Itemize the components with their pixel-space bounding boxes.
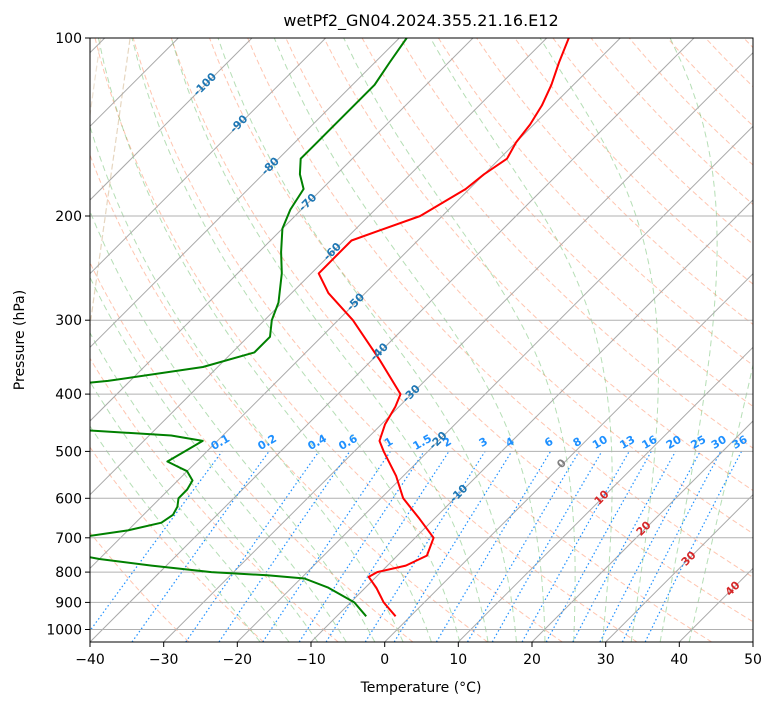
x-tick-label: 20: [523, 652, 541, 668]
isotherm-line: [384, 272, 753, 642]
y-tick-label: 300: [55, 313, 82, 329]
moist-adiabat: [90, 380, 290, 642]
plot-frame: [89, 37, 754, 643]
dry-adiabat: [90, 531, 190, 642]
dry-adiabat: [399, 38, 753, 408]
dry-adiabat: [170, 38, 712, 642]
moist-adiabat: [343, 38, 576, 642]
x-tick-label: −20: [223, 652, 253, 668]
mixing-ratio-line: [644, 451, 743, 642]
isotherm-line: [605, 493, 753, 642]
x-tick-label: 10: [449, 652, 467, 668]
temperature-profile: [317, 38, 570, 617]
mixing-ratio-line: [298, 451, 425, 642]
x-axis: −40 −30 −20 −10 0 10 20 30 40 50: [75, 642, 762, 668]
isotherm-line: [90, 38, 548, 496]
isotherm-line: [90, 38, 327, 275]
isotherm-line: [457, 346, 753, 642]
y-tick-label: 800: [55, 565, 82, 581]
x-tick-label: −10: [296, 652, 326, 668]
mixing-ratio-line: [621, 451, 722, 642]
moist-adiabat: [90, 425, 261, 642]
x-tick-label: 40: [670, 652, 688, 668]
y-tick-label: 100: [55, 31, 82, 47]
x-tick-label: 50: [744, 652, 762, 668]
sounding-profiles: [90, 38, 570, 617]
dry-adiabat: [90, 261, 414, 642]
dry-adiabat: [285, 38, 753, 535]
mixing-ratio-line: [218, 451, 351, 642]
y-tick-label: 900: [55, 595, 82, 611]
moist-adiabat: [429, 38, 613, 642]
y-axis-title: Pressure (hPa): [12, 290, 28, 390]
reference-curve: [90, 38, 131, 331]
moist-adiabat: [273, 38, 546, 642]
mixing-ratio-line: [572, 451, 677, 642]
dry-adiabat: [437, 38, 753, 366]
isotherm-line: [531, 420, 753, 642]
moist-adiabat: [217, 38, 517, 642]
moist-adiabat: [90, 276, 347, 642]
x-tick-label: 0: [380, 652, 389, 668]
isotherm-line: [90, 38, 253, 201]
isotherm-line: [310, 199, 753, 642]
isotherm-line: [90, 38, 474, 422]
y-tick-label: 200: [55, 209, 82, 225]
chart-title: wetPf2_GN04.2024.355.21.16.E12: [283, 11, 558, 31]
dry-adiabat: [94, 38, 563, 642]
y-tick-label: 500: [55, 444, 82, 460]
y-tick-label: 700: [55, 531, 82, 547]
mixing-ratio-line: [262, 451, 391, 642]
isotherm-line: [163, 51, 753, 642]
dry-adiabat: [132, 38, 638, 642]
dry-adiabat: [247, 38, 753, 578]
mixing-ratio-line: [521, 451, 630, 642]
moist-adiabat: [539, 38, 659, 642]
dry-adiabat: [323, 38, 753, 492]
isotherm-line: [90, 38, 400, 349]
x-tick-label: 30: [597, 652, 615, 668]
moist-adiabat: [688, 362, 753, 642]
x-tick-label: −30: [149, 652, 179, 668]
moist-adiabat: [90, 124, 404, 642]
dry-adiabat: [590, 38, 753, 206]
y-tick-label: 600: [55, 491, 82, 507]
mixing-ratio-line: [185, 451, 320, 642]
x-axis-title: Temperature (°C): [360, 680, 482, 696]
dry-adiabat: [90, 153, 488, 642]
dry-adiabat: [90, 357, 339, 642]
moist-adiabat: [170, 38, 489, 642]
dry-adiabat: [209, 38, 753, 623]
plot-area-background: [90, 38, 753, 642]
mixing-ratio-line: [325, 451, 450, 642]
moist-adiabat: [659, 38, 718, 642]
dry-adiabat: [476, 38, 753, 326]
moist-adiabat: [97, 38, 432, 642]
y-tick-label: 400: [55, 387, 82, 403]
x-tick-label: −40: [75, 652, 105, 668]
dewpoint-profile: [90, 38, 408, 617]
y-axis: 1000 900 800 700 600 500 400 300 200 100: [46, 31, 90, 639]
y-tick-label: 1000: [46, 623, 82, 639]
mixing-ratio-line: [545, 451, 652, 642]
dry-adiabat: [552, 38, 753, 245]
moist-adiabat: [90, 331, 319, 642]
moist-adiabat: [90, 209, 376, 642]
isotherm-line: [236, 125, 753, 642]
isotherm-line: [90, 38, 695, 642]
mixing-ratio-line: [131, 451, 270, 642]
moist-adiabat: [131, 38, 461, 642]
pressure-gridlines: [90, 38, 753, 630]
mixing-ratio-line: [393, 451, 513, 642]
